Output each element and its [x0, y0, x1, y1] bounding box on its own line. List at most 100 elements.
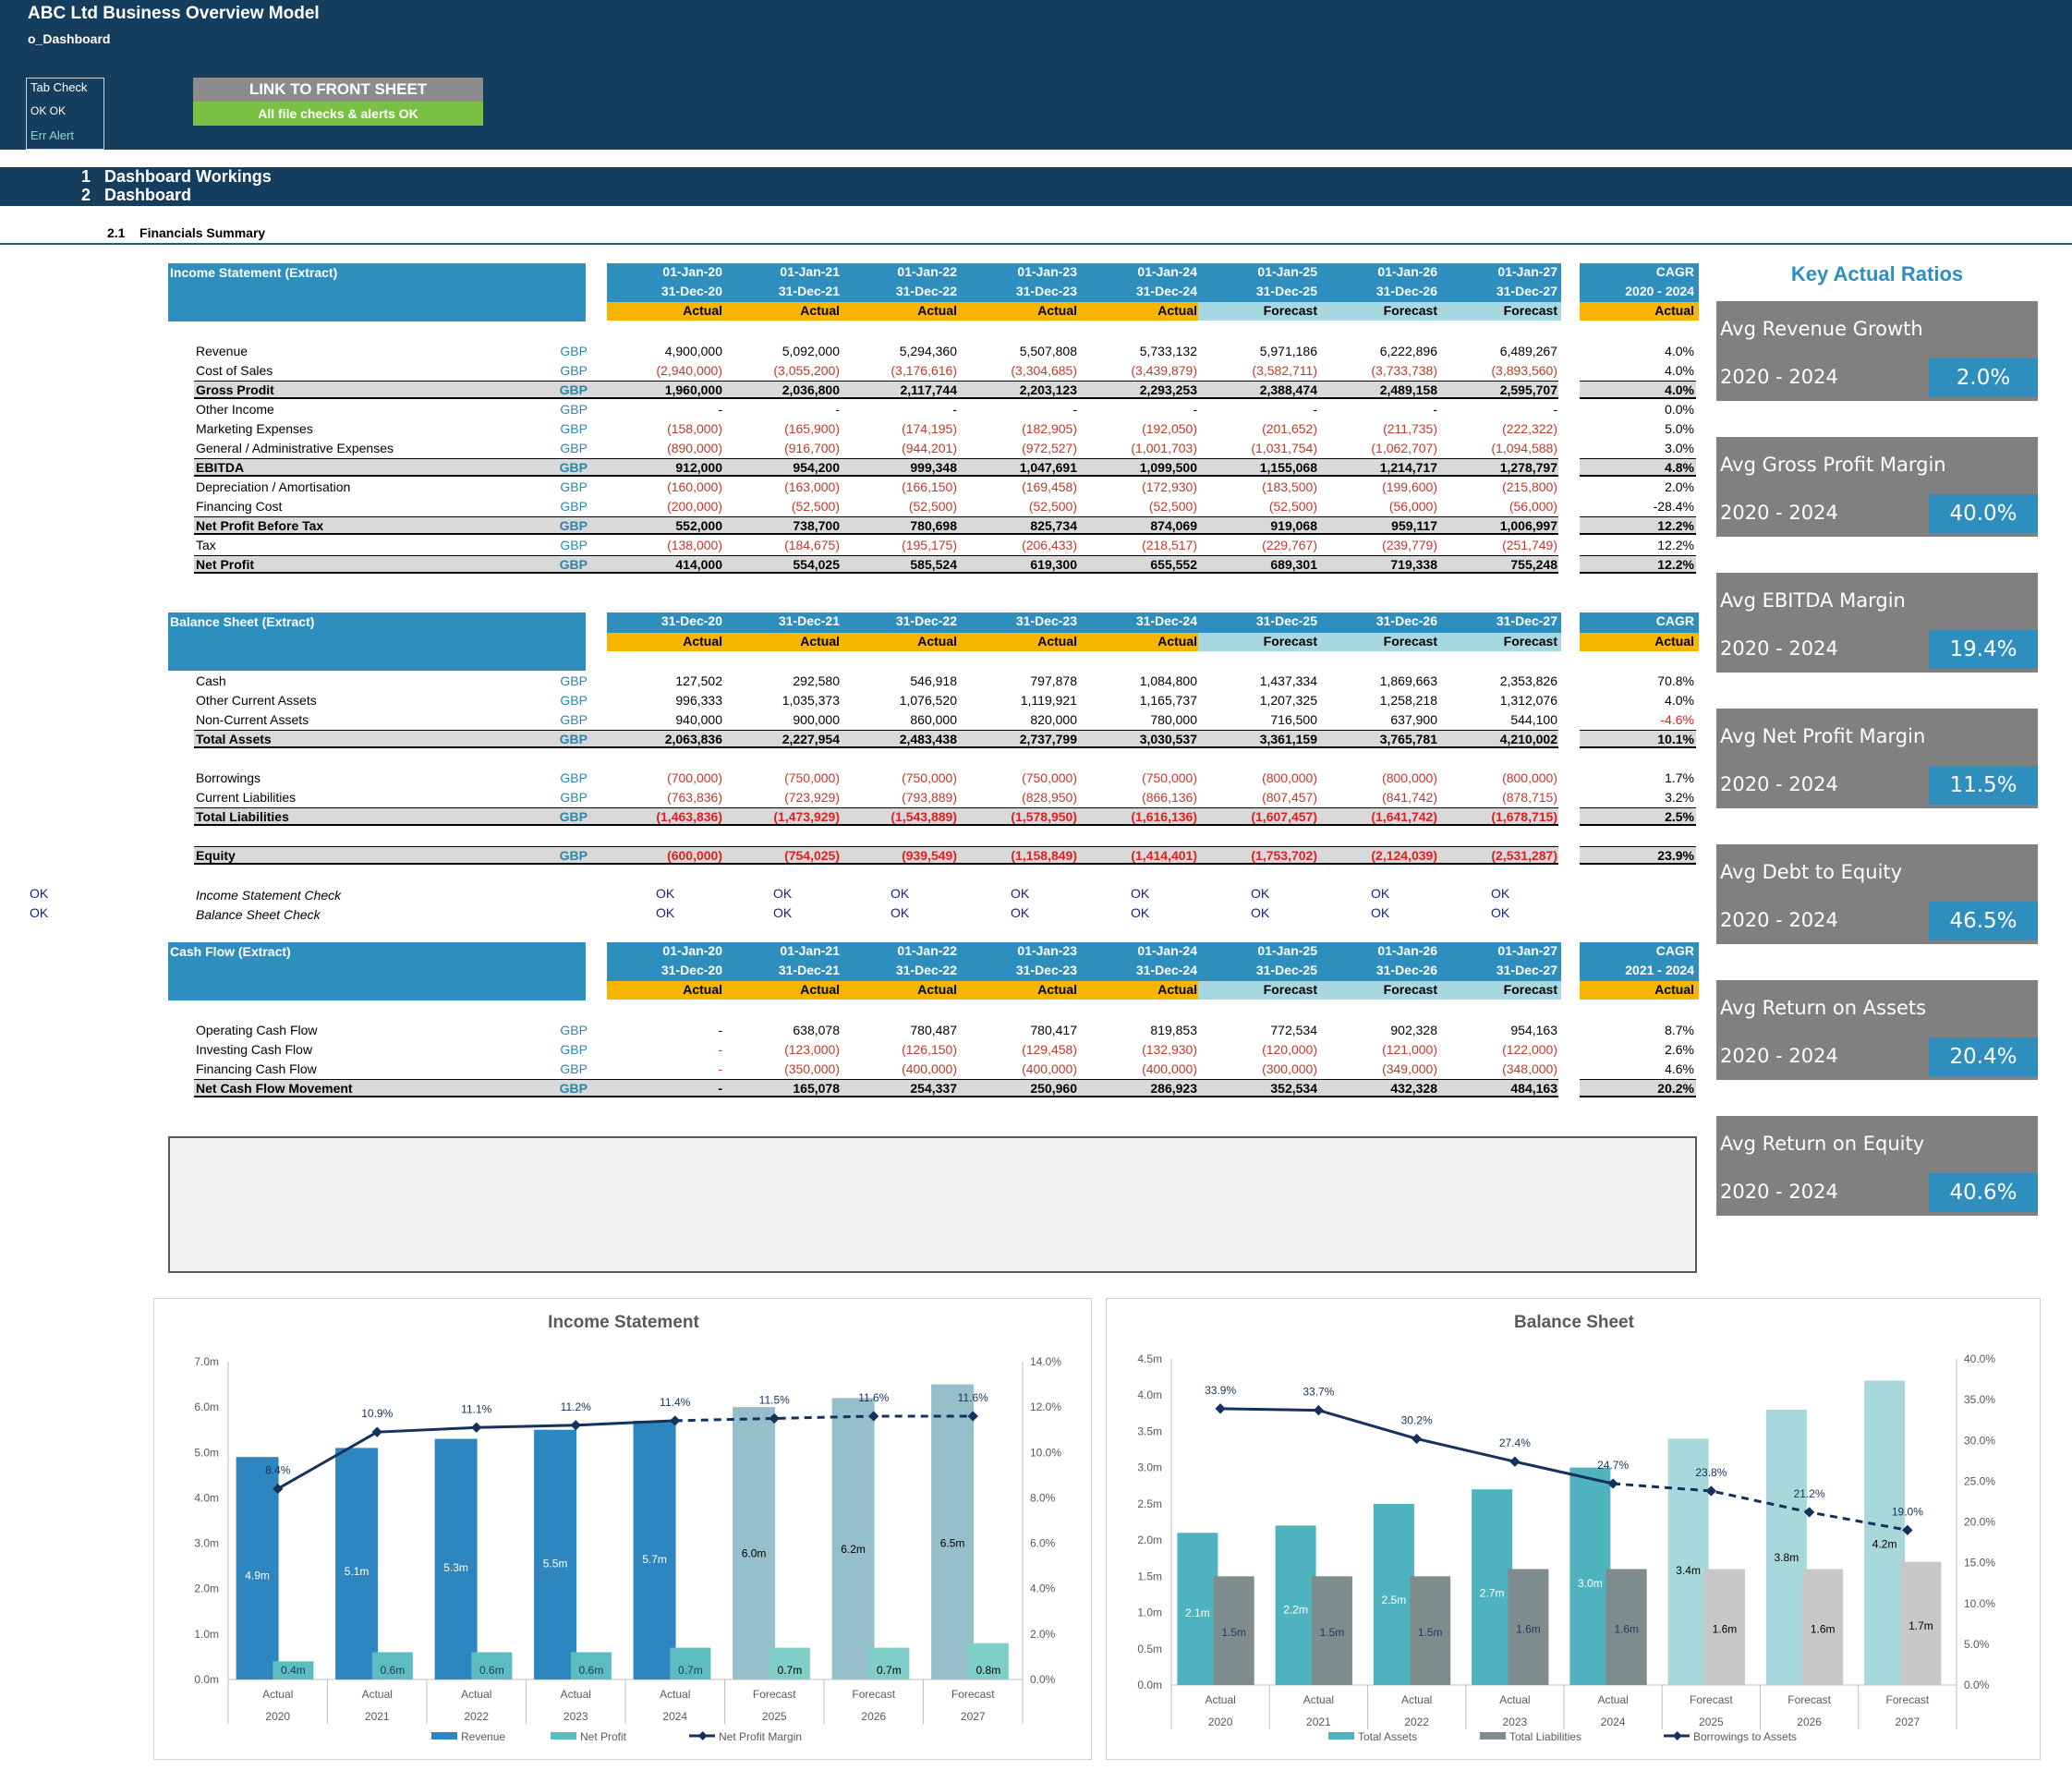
balance-sheet-cell: (1,616,136) [1131, 809, 1197, 824]
cash-flow-period-start: 01-Jan-22 [897, 943, 957, 958]
line-marker [471, 1422, 482, 1433]
cash-flow-period-start: 01-Jan-21 [780, 943, 840, 958]
cash-flow-cell: 254,337 [910, 1081, 957, 1096]
line-data-label: 11.4% [660, 1396, 690, 1409]
balance-sheet-cagr-cell: 70.8% [1657, 673, 1694, 688]
income-statement-cell: (890,000) [667, 441, 722, 455]
check-value: OK [891, 905, 910, 920]
income-statement-cell: 552,000 [675, 518, 722, 533]
income-statement-row-unit: GBP [560, 363, 588, 378]
bar-data-label: 5.5m [543, 1557, 568, 1570]
key-ratio-period: 2020 - 2024 [1720, 502, 1838, 524]
app-title: ABC Ltd Business Overview Model [28, 4, 320, 23]
income-statement-forecast-bar [1198, 302, 1561, 321]
legend-marker [697, 1731, 708, 1740]
balance-sheet-cell: 1,207,325 [1259, 693, 1317, 708]
line-data-label: 30.2% [1401, 1413, 1433, 1426]
check-value: OK [1371, 886, 1390, 901]
income-statement-period-end: 31-Dec-22 [895, 284, 957, 298]
balance-sheet-cell: (1,607,457) [1251, 809, 1317, 824]
income-statement-cell: (218,517) [1142, 538, 1197, 552]
bar-revenue [236, 1457, 279, 1679]
balance-sheet-total-cagr-bar [1580, 807, 1696, 826]
x-status-label: Actual [362, 1688, 393, 1701]
balance-sheet-cell: 1,437,334 [1259, 673, 1317, 688]
cash-flow-period-end: 31-Dec-27 [1496, 963, 1557, 977]
bar-net-profit [273, 1661, 314, 1679]
income-statement-total-bar [194, 516, 1558, 535]
balance-sheet-cagr-cell: 1.7% [1665, 770, 1694, 785]
income-statement-row-unit: GBP [559, 460, 588, 475]
link-to-front-sheet-button[interactable]: LINK TO FRONT SHEET [193, 78, 483, 102]
line-data-label: 24.7% [1597, 1459, 1629, 1472]
balance-sheet-cell: (841,742) [1382, 790, 1437, 805]
bar-total-liabilities [1213, 1576, 1254, 1685]
line-data-label: 11.6% [858, 1391, 889, 1404]
balance-sheet-cell: 1,076,520 [899, 693, 957, 708]
income-statement-period-start: 01-Jan-24 [1137, 264, 1197, 279]
bar-data-label: 1.6m [1614, 1623, 1639, 1636]
x-category-label: 2021 [365, 1710, 390, 1723]
income-statement-cell: 2,036,800 [782, 382, 840, 397]
balance-sheet-period-end: 31-Dec-23 [1015, 613, 1077, 628]
income-statement-cell: 912,000 [675, 460, 722, 475]
cash-flow-cell: (349,000) [1382, 1061, 1437, 1076]
balance-sheet-row-unit: GBP [560, 673, 588, 688]
bar-data-label: 2.7m [1480, 1587, 1505, 1600]
balance-sheet-cell: 797,878 [1030, 673, 1077, 688]
balance-sheet-actual-bar [607, 633, 1198, 651]
balance-sheet-cell: (1,678,715) [1491, 809, 1557, 824]
balance-sheet-chart: Balance Sheet 0.0m 0.5m 1.0m 1.5m 2.0m 2.5m 3.0… [1137, 1313, 1995, 1743]
key-ratio-period: 2020 - 2024 [1720, 773, 1838, 795]
x-category-label: 2022 [1404, 1715, 1429, 1728]
y-tick-label: 0.0m [1137, 1679, 1162, 1691]
x-category-label: 2021 [1306, 1715, 1331, 1728]
income-statement-cagr-cell: 12.2% [1657, 557, 1694, 572]
balance-sheet-period-end: 31-Dec-20 [660, 613, 722, 628]
x-status-label: Actual [1205, 1693, 1235, 1706]
line-data-label: 11.6% [958, 1391, 988, 1404]
balance-sheet-cell: (800,000) [1262, 770, 1317, 785]
section-1[interactable]: 1 Dashboard Workings [81, 167, 272, 186]
bar-revenue [931, 1384, 975, 1679]
income-statement-total-cagr-bar [1580, 555, 1696, 574]
balance-sheet-row-label: Total Assets [196, 732, 272, 746]
cash-flow-cell: 902,328 [1390, 1023, 1437, 1037]
bar-data-label: 0.6m [479, 1664, 504, 1677]
balance-sheet-row-unit: GBP [559, 848, 588, 863]
balance-sheet-cell: (807,457) [1262, 790, 1317, 805]
balance-sheet-cell: 820,000 [1030, 712, 1077, 727]
income-statement-row-label: Financing Cost [196, 499, 283, 514]
key-ratio-period: 2020 - 2024 [1720, 1181, 1838, 1203]
bar-total-liabilities [1605, 1569, 1647, 1685]
income-statement-total-cagr-bar [1580, 516, 1696, 535]
income-statement-cell: 755,248 [1510, 557, 1557, 572]
x-status-label: Actual [262, 1688, 293, 1701]
income-statement-cell: 619,300 [1030, 557, 1077, 572]
y-tick-label: 6.0m [194, 1400, 219, 1413]
cash-flow-cell: (123,000) [784, 1042, 840, 1057]
income-statement-cell: (183,500) [1262, 479, 1317, 494]
income-statement-period-start: 01-Jan-20 [662, 264, 722, 279]
y-tick-label: 0.0m [194, 1673, 219, 1686]
cash-flow-row-unit: GBP [560, 1042, 588, 1057]
key-ratio-card: Avg Return on Equity 2020 - 2024 40.6% [1716, 1116, 2038, 1216]
balance-sheet-cell: (750,000) [1142, 770, 1197, 785]
bar-data-label: 2.1m [1185, 1606, 1210, 1619]
income-statement-cell: (3,439,879) [1131, 363, 1197, 378]
income-statement-cell: - [952, 402, 957, 417]
income-statement-cell: (138,000) [667, 538, 722, 552]
income-statement-cell: 6,489,267 [1499, 344, 1557, 358]
income-statement-cell: 5,733,132 [1139, 344, 1197, 358]
bar-total-assets [1765, 1409, 1807, 1685]
x-category-label: 2025 [762, 1710, 787, 1723]
key-ratio-value: 40.6% [1929, 1173, 2038, 1212]
balance-sheet-cell: (1,543,889) [891, 809, 957, 824]
income-statement-cell: - [1313, 402, 1317, 417]
check-value: OK [1251, 905, 1270, 920]
check-value: OK [1131, 905, 1150, 920]
cash-flow-cell: 352,534 [1270, 1081, 1317, 1096]
income-statement-cell: (195,175) [902, 538, 957, 552]
section-2[interactable]: 2 Dashboard [81, 186, 192, 204]
balance-sheet-row-unit: GBP [560, 712, 588, 727]
